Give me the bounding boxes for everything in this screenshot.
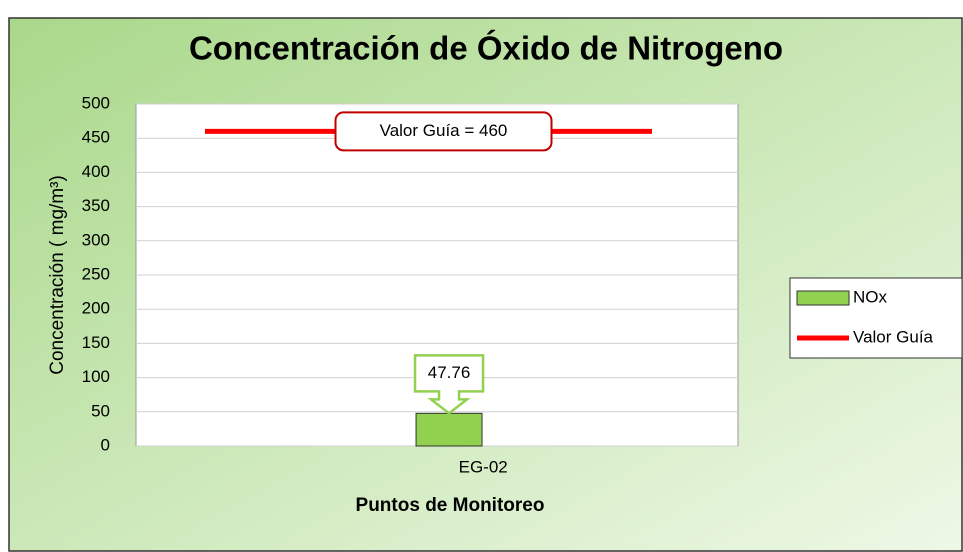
data-label: 47.76 bbox=[428, 363, 471, 382]
y-tick-label: 300 bbox=[82, 230, 110, 249]
y-tick-label: 350 bbox=[82, 196, 110, 215]
y-tick-label: 0 bbox=[101, 435, 110, 454]
bar bbox=[415, 412, 483, 447]
y-tick-label: 400 bbox=[82, 162, 110, 181]
y-tick-label: 450 bbox=[82, 128, 110, 147]
legend-label: Valor Guía bbox=[853, 327, 934, 346]
y-tick-label: 100 bbox=[82, 367, 110, 386]
x-tick-label: EG-02 bbox=[459, 457, 508, 476]
y-tick-label: 50 bbox=[91, 401, 110, 420]
y-tick-label: 500 bbox=[82, 93, 110, 112]
y-axis-label: Concentración ( mg/m³) bbox=[47, 175, 68, 375]
legend-label: NOx bbox=[853, 287, 888, 306]
y-tick-label: 200 bbox=[82, 299, 110, 318]
x-axis-label: Puntos de Monitoreo bbox=[356, 495, 545, 516]
guide-label: Valor Guía = 460 bbox=[380, 121, 508, 140]
data-label-callout bbox=[413, 354, 485, 415]
chart-title: Concentración de Óxido de Nitrogeno bbox=[189, 30, 783, 67]
y-tick-label: 150 bbox=[82, 333, 110, 352]
y-tick-label: 250 bbox=[82, 264, 110, 283]
legend-swatch bbox=[796, 290, 850, 306]
guide-label-box bbox=[334, 111, 553, 152]
